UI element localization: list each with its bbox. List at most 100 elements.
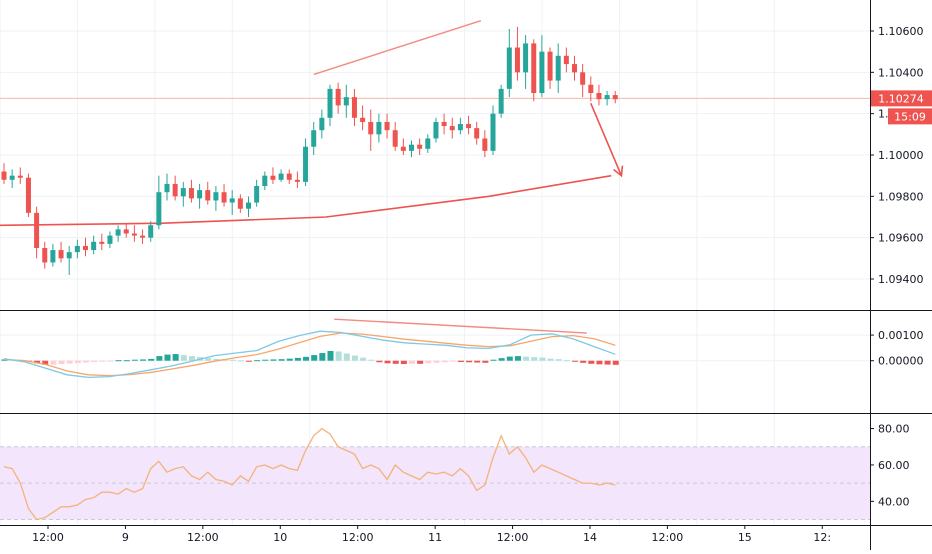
macd-histogram-bar — [262, 359, 269, 361]
rsi-axis-label: 80.00 — [878, 423, 910, 436]
macd-histogram-bar — [441, 360, 448, 363]
candle-body — [148, 225, 154, 238]
macd-histogram-bar — [42, 360, 49, 365]
candle-body — [246, 202, 251, 209]
macd-histogram-bar — [91, 360, 98, 362]
candle-body — [221, 192, 227, 203]
candle-body — [400, 146, 406, 151]
moving-average-line — [0, 174, 612, 227]
price-axis-label: 1.10400 — [878, 66, 924, 79]
macd-histogram-bar — [180, 355, 187, 361]
bar-countdown-label: 15:09 — [894, 110, 926, 123]
candle-body — [1, 171, 7, 180]
macd-histogram-bar — [205, 358, 212, 361]
candle-body — [425, 138, 431, 149]
macd-axis-label: 0.00000 — [878, 355, 924, 368]
candle-body — [107, 235, 113, 244]
candle-body — [286, 173, 292, 180]
macd-histogram-bar — [555, 359, 562, 361]
price-trendline[interactable] — [313, 20, 482, 76]
candle-body — [197, 190, 203, 199]
time-axis-label: 12:00 — [342, 531, 374, 544]
candle-body — [319, 117, 325, 131]
candle-body — [34, 212, 40, 248]
candle-body — [433, 121, 439, 139]
candle-body — [514, 47, 520, 73]
candle-body — [580, 72, 586, 85]
down-arrow-shaft[interactable] — [590, 103, 623, 176]
down-arrow-head[interactable] — [613, 165, 624, 178]
candle-body — [384, 121, 390, 131]
macd-axis-label: 0.00100 — [878, 329, 924, 342]
macd-histogram-bar — [327, 350, 334, 361]
macd-histogram-bar — [123, 360, 130, 362]
candle-body — [115, 229, 121, 236]
candle-body — [66, 252, 72, 259]
macd-histogram-bar — [99, 360, 106, 362]
candle-body — [351, 97, 357, 118]
candle-body — [498, 88, 504, 114]
macd-histogram-bar — [523, 356, 530, 361]
candle-body — [303, 146, 309, 182]
macd-histogram-bar — [449, 360, 456, 362]
macd-histogram-bar — [506, 356, 513, 361]
current-price-tag-bg — [871, 90, 932, 107]
candle-body — [229, 198, 235, 203]
time-axis-label: 12:00 — [497, 531, 529, 544]
candle-body — [278, 173, 284, 180]
macd-histogram-bar — [335, 351, 342, 361]
macd-histogram-bar — [164, 354, 171, 361]
macd-histogram-bar — [563, 360, 570, 362]
macd-histogram-bar — [172, 354, 179, 361]
candle-body — [140, 235, 146, 238]
rsi-axis-label: 40.00 — [878, 495, 910, 508]
candle-body — [58, 250, 64, 259]
countdown-tag-bg — [888, 108, 932, 125]
candle-body — [188, 188, 194, 199]
macd-histogram-bar — [294, 357, 301, 361]
grid-lines — [0, 0, 870, 525]
macd-histogram-bar — [213, 358, 220, 361]
macd-histogram-bar — [572, 360, 578, 362]
candle-body — [596, 93, 602, 100]
macd-histogram-bar — [474, 360, 481, 363]
macd-trendline[interactable] — [334, 318, 587, 334]
time-axis-label: 14 — [583, 531, 597, 544]
candle-body — [213, 192, 219, 201]
candle-body — [172, 183, 178, 197]
candle-body — [457, 124, 463, 131]
macd-histogram-bar — [66, 360, 73, 364]
macd-histogram-bar — [425, 360, 432, 364]
macd-histogram-bar — [400, 360, 407, 365]
time-axis-label: 12: — [813, 531, 831, 544]
macd-histogram-bar — [343, 353, 350, 361]
drawing-annotations[interactable] — [313, 20, 624, 334]
candle-body — [180, 188, 186, 197]
macd-histogram-bar — [539, 357, 546, 361]
time-axis-label: 9 — [122, 531, 129, 544]
macd-histogram-bar — [612, 360, 619, 365]
candle-body — [254, 186, 260, 203]
candle-body — [409, 144, 414, 151]
candle-body — [294, 179, 300, 182]
macd-histogram-bar — [156, 356, 163, 361]
candle-body — [311, 130, 317, 147]
candle-body — [25, 177, 31, 213]
candle-body — [99, 241, 105, 244]
candle-body — [449, 126, 455, 131]
macd-histogram-bar — [351, 355, 358, 361]
macd-histogram-bar — [58, 360, 65, 365]
candle-body — [9, 175, 15, 180]
macd-histogram-bar — [50, 360, 57, 365]
time-axis-label: 12:00 — [32, 531, 64, 544]
candle-body — [131, 233, 137, 236]
price-axis-label: 1.09600 — [878, 232, 924, 245]
candle-body — [482, 138, 488, 151]
macd-histogram-bar — [188, 356, 195, 361]
candle-body — [262, 175, 268, 186]
candle-body — [270, 175, 276, 180]
current-price-label: 1.10274 — [878, 92, 924, 105]
candle-body — [588, 84, 594, 93]
